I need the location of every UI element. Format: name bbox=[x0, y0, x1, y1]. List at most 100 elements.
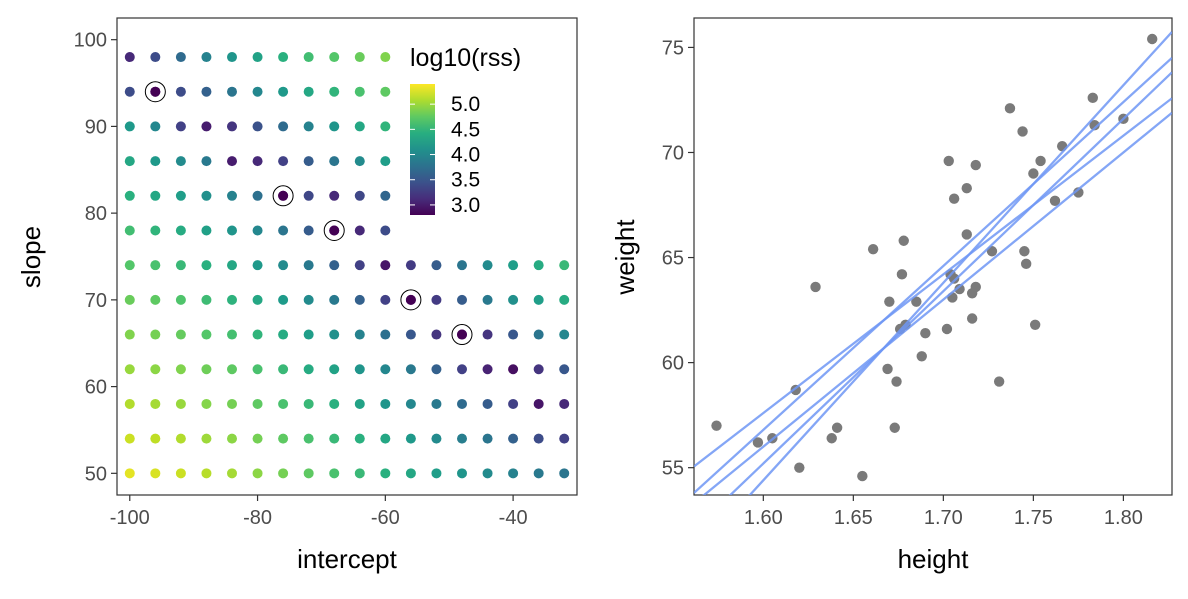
grid-point bbox=[533, 433, 544, 444]
grid-point bbox=[201, 468, 212, 479]
grid-point bbox=[329, 86, 340, 97]
data-point bbox=[1073, 187, 1084, 198]
grid-point bbox=[482, 398, 493, 409]
grid-point bbox=[150, 156, 161, 167]
grid-point bbox=[124, 156, 135, 167]
data-point bbox=[884, 296, 895, 307]
grid-point bbox=[533, 468, 544, 479]
grid-point bbox=[329, 260, 340, 271]
legend-title: log10(rss) bbox=[410, 44, 521, 72]
highlight-ring bbox=[400, 289, 422, 311]
grid-point bbox=[303, 294, 314, 305]
data-point bbox=[993, 376, 1005, 387]
data-point bbox=[961, 183, 972, 194]
fit-line bbox=[728, 71, 1172, 495]
grid-point bbox=[354, 294, 365, 305]
grid-point bbox=[227, 260, 237, 271]
grid-point bbox=[252, 433, 263, 444]
grid-point bbox=[278, 468, 289, 479]
grid-point bbox=[329, 52, 340, 63]
grid-point bbox=[508, 364, 519, 375]
grid-point bbox=[278, 86, 289, 97]
highlight-ring bbox=[323, 219, 345, 241]
x-tick-label: -60 bbox=[371, 507, 400, 529]
x-tick-label: -40 bbox=[499, 507, 528, 529]
right-plot-frame bbox=[693, 17, 1173, 496]
grid-point bbox=[329, 364, 340, 375]
grid-point bbox=[201, 225, 212, 236]
grid-point bbox=[278, 294, 289, 305]
left-y-axis-title: slope bbox=[16, 226, 46, 288]
grid-point bbox=[227, 52, 237, 63]
grid-point bbox=[354, 156, 365, 167]
grid-point bbox=[303, 156, 314, 167]
grid-point bbox=[405, 433, 416, 444]
grid-point bbox=[201, 52, 212, 63]
grid-point bbox=[329, 398, 340, 409]
grid-point bbox=[380, 121, 391, 132]
right-x-axis-title: height bbox=[898, 544, 970, 574]
grid-point bbox=[405, 468, 416, 479]
grid-point bbox=[354, 329, 365, 340]
grid-point bbox=[124, 121, 135, 132]
grid-point bbox=[431, 468, 442, 479]
highlight-point bbox=[329, 225, 340, 236]
grid-point bbox=[431, 364, 442, 375]
grid-point bbox=[533, 398, 544, 409]
highlight-ring bbox=[451, 324, 473, 346]
highlight-ring bbox=[144, 81, 166, 103]
grid-point bbox=[150, 468, 161, 479]
grid-point bbox=[278, 329, 289, 340]
y-tick-label: 60 bbox=[662, 353, 684, 375]
data-point bbox=[1049, 195, 1061, 207]
right-fit-lines bbox=[694, 31, 1172, 495]
grid-point bbox=[380, 468, 391, 479]
grid-point bbox=[329, 468, 340, 479]
grid-point bbox=[201, 364, 212, 375]
data-point bbox=[1019, 246, 1030, 257]
grid-point bbox=[252, 329, 263, 340]
grid-point bbox=[380, 260, 391, 271]
grid-point bbox=[201, 190, 212, 201]
grid-point bbox=[482, 364, 493, 375]
grid-point bbox=[150, 329, 161, 340]
grid-point bbox=[252, 190, 263, 201]
grid-point bbox=[227, 156, 237, 167]
grid-point bbox=[380, 398, 391, 409]
grid-point bbox=[201, 329, 212, 340]
grid-point bbox=[303, 329, 314, 340]
highlight-point bbox=[278, 190, 289, 201]
data-point bbox=[948, 273, 960, 284]
grid-point bbox=[201, 121, 212, 132]
grid-point bbox=[354, 468, 365, 479]
grid-point bbox=[457, 260, 467, 271]
grid-point bbox=[175, 329, 186, 340]
grid-point bbox=[303, 86, 314, 97]
y-tick-label: 70 bbox=[85, 290, 107, 312]
data-point bbox=[1147, 33, 1158, 45]
grid-point bbox=[227, 225, 237, 236]
data-point bbox=[916, 351, 927, 362]
y-tick-label: 75 bbox=[662, 37, 684, 59]
grid-point bbox=[380, 364, 391, 375]
x-tick-label: -100 bbox=[110, 507, 150, 529]
grid-point bbox=[124, 398, 135, 409]
grid-point bbox=[508, 294, 519, 305]
grid-point bbox=[559, 294, 570, 305]
grid-point bbox=[124, 190, 135, 201]
grid-point bbox=[559, 398, 570, 409]
data-point bbox=[1004, 103, 1016, 114]
data-point bbox=[954, 283, 965, 295]
grid-point bbox=[457, 433, 467, 444]
grid-point bbox=[303, 398, 314, 409]
highlight-point bbox=[457, 329, 467, 340]
grid-point bbox=[329, 121, 340, 132]
x-tick-label: -80 bbox=[243, 507, 272, 529]
data-point bbox=[941, 323, 953, 335]
grid-point bbox=[482, 329, 493, 340]
grid-point bbox=[175, 260, 186, 271]
grid-point bbox=[124, 433, 135, 444]
grid-point bbox=[227, 398, 237, 409]
grid-point bbox=[303, 364, 314, 375]
grid-point bbox=[278, 364, 289, 375]
